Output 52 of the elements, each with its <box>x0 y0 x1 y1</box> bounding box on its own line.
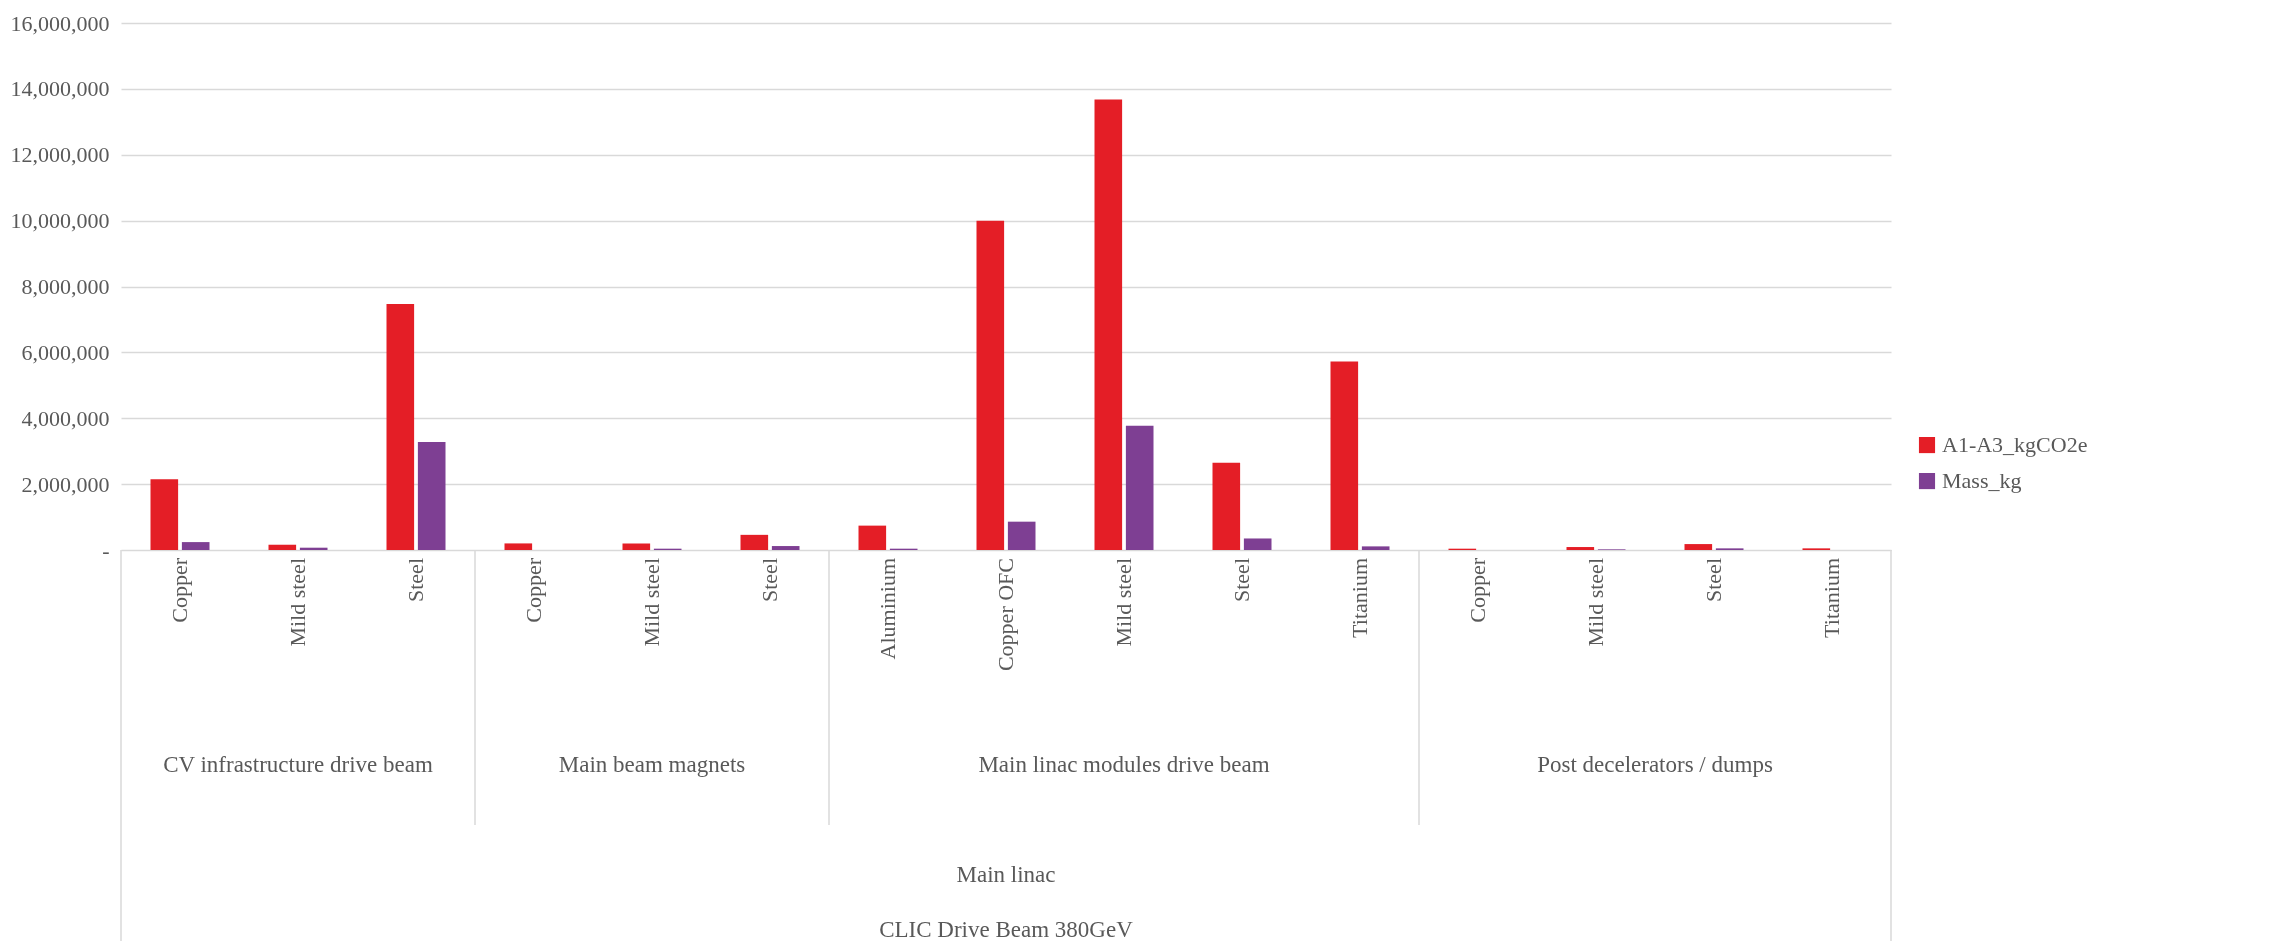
x-tick-label: Steel <box>1701 558 1726 602</box>
bar <box>181 542 210 550</box>
bar <box>1684 544 1713 550</box>
x-tick-label: Copper <box>167 557 192 623</box>
legend-label: A1-A3_kgCO2e <box>1942 432 2088 458</box>
y-tick-label: 2,000,000 <box>21 471 110 497</box>
x-tick-label: Steel <box>1229 558 1254 602</box>
y-tick-label: 6,000,000 <box>21 339 110 365</box>
x-tick-label: Titanium <box>1819 558 1844 638</box>
y-tick-label: - <box>102 537 110 563</box>
bar <box>150 479 179 550</box>
bar <box>1361 546 1390 550</box>
text: Main linac modules drive beam <box>978 752 1270 777</box>
bar <box>1007 521 1036 550</box>
bar <box>268 544 297 550</box>
bar <box>1243 538 1272 550</box>
legend-label: Mass_kg <box>1942 468 2022 494</box>
x-tick-label: Mild steel <box>1583 558 1608 647</box>
x-tick-label: Aluminium <box>875 558 900 660</box>
x-tick-label: Mild steel <box>639 558 664 647</box>
bar <box>1566 547 1595 550</box>
y-tick-label: 4,000,000 <box>21 405 110 431</box>
x-tick-label: Mild steel <box>285 558 310 647</box>
bar <box>417 441 446 550</box>
y-tick-label: 8,000,000 <box>21 274 110 299</box>
bar <box>1094 99 1123 550</box>
x-tick-label: Copper <box>521 557 546 623</box>
bar <box>1212 462 1241 550</box>
text: Post decelerators / dumps <box>1537 752 1773 777</box>
y-tick-label: 10,000,000 <box>10 208 110 234</box>
bar <box>1125 425 1154 550</box>
bar <box>504 543 533 550</box>
x-tick-label: Copper <box>1465 557 1490 623</box>
bar <box>771 546 800 550</box>
bar <box>976 220 1005 550</box>
x-tick-label: Titanium <box>1347 558 1372 638</box>
bar <box>1330 361 1359 550</box>
text: CLIC Drive Beam 380GeV <box>879 917 1134 941</box>
x-tick-label: Steel <box>757 558 782 602</box>
bar <box>858 525 887 550</box>
bar <box>622 543 651 550</box>
y-tick-label: 14,000,000 <box>10 76 110 102</box>
x-tick-label: Steel <box>403 558 428 602</box>
bar <box>386 303 415 550</box>
bar <box>740 534 769 550</box>
y-tick-label: 16,000,000 <box>10 10 110 36</box>
x-tick-label: Copper OFC <box>993 558 1018 672</box>
text: CV infrastructure drive beam <box>163 752 433 777</box>
y-tick-label: 12,000,000 <box>10 142 110 168</box>
text: Main linac <box>956 862 1056 887</box>
text: Main beam magnets <box>558 752 746 777</box>
x-tick-label: Mild steel <box>1111 558 1136 647</box>
